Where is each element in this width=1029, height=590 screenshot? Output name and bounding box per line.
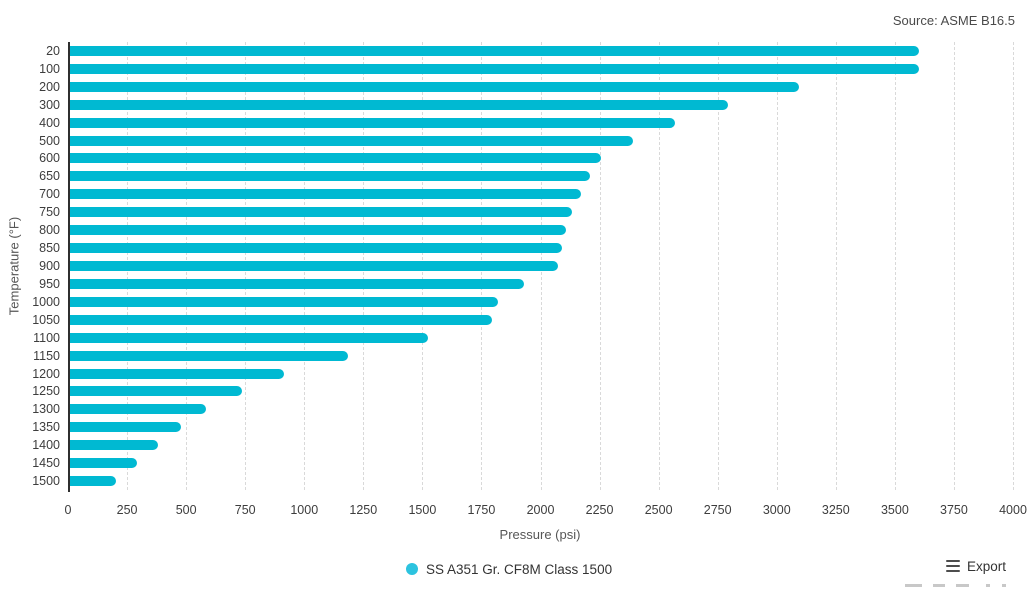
y-tick-label-100: 100 (39, 61, 60, 76)
y-tick-label-600: 600 (39, 151, 60, 166)
gridline-2750 (717, 42, 719, 490)
cropped-text-fragment (1002, 584, 1006, 587)
bar-700[interactable] (70, 189, 581, 200)
y-tick-label-850: 850 (39, 241, 60, 256)
y-tick-label-300: 300 (39, 97, 60, 112)
y-tick-label-1250: 1250 (32, 384, 60, 399)
x-tick-label-1750: 1750 (467, 503, 496, 517)
y-axis-title: Temperature (°F) (6, 216, 22, 316)
bar-800[interactable] (70, 225, 567, 236)
export-button[interactable]: Export (945, 557, 1006, 575)
x-tick-label-750: 750 (234, 503, 256, 517)
bar-750[interactable] (70, 207, 573, 218)
bar-20[interactable] (70, 45, 919, 56)
gridline-2250 (599, 42, 601, 490)
y-tick-label-900: 900 (39, 259, 60, 273)
hamburger-icon (945, 559, 960, 573)
bar-1300[interactable] (70, 404, 207, 415)
x-tick-label-2750: 2750 (703, 503, 732, 517)
y-tick-label-20: 20 (46, 43, 60, 58)
cropped-text-fragment (905, 584, 922, 587)
bar-1000[interactable] (70, 296, 498, 307)
x-tick-label-2000: 2000 (526, 503, 555, 517)
y-tick-label-1100: 1100 (33, 330, 60, 345)
gridline-3750 (953, 42, 955, 490)
y-tick-label-1300: 1300 (32, 402, 60, 417)
legend-label: SS A351 Gr. CF8M Class 1500 (426, 561, 613, 577)
y-tick-label-1050: 1050 (32, 312, 60, 327)
x-tick-label-2500: 2500 (644, 503, 673, 517)
y-tick-label-650: 650 (39, 169, 60, 184)
y-tick-label-1450: 1450 (32, 456, 60, 471)
y-tick-label-1500: 1500 (32, 474, 60, 489)
x-tick-label-3750: 3750 (940, 503, 968, 517)
x-tick-label-0: 0 (64, 503, 72, 517)
bar-600[interactable] (70, 153, 601, 164)
y-tick-label-400: 400 (39, 115, 60, 130)
bar-1350[interactable] (70, 422, 182, 433)
source-note: Source: ASME B16.5 (892, 13, 1015, 28)
x-tick-label-3500: 3500 (880, 503, 909, 517)
x-tick-label-500: 500 (175, 503, 197, 517)
y-tick-label-1350: 1350 (32, 420, 60, 435)
x-tick-label-3000: 3000 (762, 503, 791, 517)
x-tick-label-1250: 1250 (349, 503, 378, 517)
x-tick-label-1500: 1500 (408, 503, 437, 517)
y-tick-label-1200: 1200 (32, 366, 60, 381)
bar-1450[interactable] (70, 458, 137, 469)
bar-400[interactable] (70, 117, 676, 128)
cropped-text-fragment (933, 584, 945, 587)
bar-1500[interactable] (70, 476, 117, 487)
bar-1100[interactable] (70, 332, 429, 343)
bar-100[interactable] (70, 63, 919, 74)
plot-area (68, 42, 1014, 492)
x-tick-label-2250: 2250 (585, 503, 614, 517)
cropped-text-fragment (986, 584, 990, 587)
legend-marker-icon (406, 563, 418, 575)
bar-1250[interactable] (70, 386, 242, 397)
bar-300[interactable] (70, 99, 729, 110)
legend-item[interactable]: SS A351 Gr. CF8M Class 1500 (406, 560, 612, 578)
y-tick-label-700: 700 (39, 187, 60, 202)
bar-950[interactable] (70, 278, 524, 289)
bar-1400[interactable] (70, 440, 158, 451)
x-tick-label-4000: 4000 (999, 503, 1027, 517)
export-label: Export (966, 558, 1006, 574)
bar-650[interactable] (70, 171, 591, 182)
bar-500[interactable] (70, 135, 633, 146)
y-axis-line (68, 42, 70, 492)
y-tick-label-800: 800 (39, 223, 60, 238)
x-tick-label-3250: 3250 (821, 503, 850, 517)
y-tick-label-1400: 1400 (32, 438, 60, 453)
y-tick-label-500: 500 (39, 133, 60, 148)
gridline-2500 (658, 42, 660, 490)
bar-1200[interactable] (70, 368, 285, 379)
cropped-text-fragment (956, 584, 969, 587)
gridline-3250 (835, 42, 837, 490)
x-axis-title: Pressure (psi) (499, 527, 581, 542)
y-tick-label-1000: 1000 (32, 294, 60, 309)
gridline-3500 (894, 42, 896, 490)
x-tick-label-250: 250 (116, 503, 138, 517)
y-tick-label-750: 750 (39, 205, 60, 220)
y-tick-label-950: 950 (39, 276, 60, 291)
bar-1150[interactable] (70, 350, 348, 361)
bar-1050[interactable] (70, 314, 493, 325)
bar-850[interactable] (70, 243, 562, 254)
bar-900[interactable] (70, 261, 559, 271)
gridline-4000 (1013, 42, 1014, 490)
gridline-3000 (776, 42, 778, 490)
y-tick-label-200: 200 (39, 79, 60, 94)
bar-200[interactable] (70, 81, 800, 92)
x-tick-label-1000: 1000 (290, 503, 319, 517)
y-tick-label-1150: 1150 (33, 348, 60, 363)
